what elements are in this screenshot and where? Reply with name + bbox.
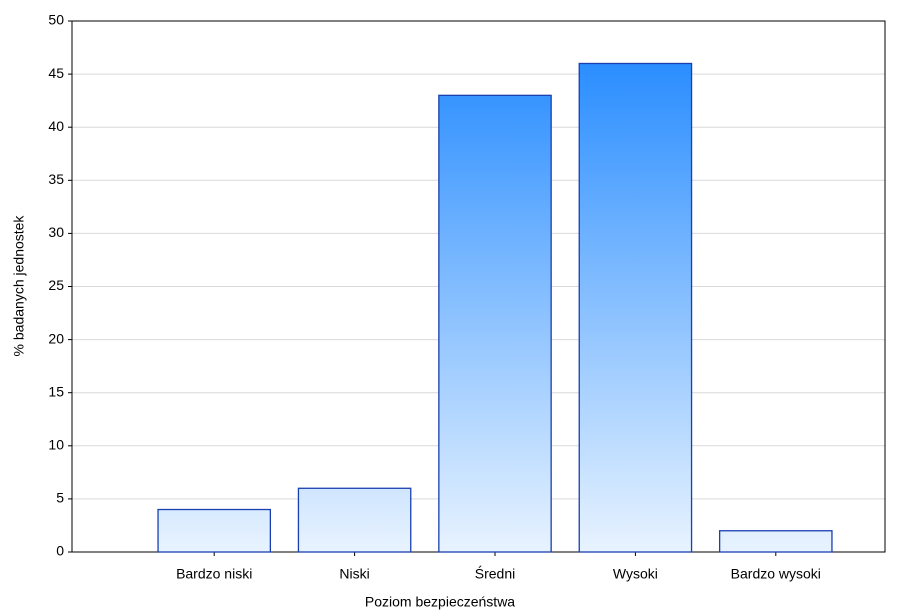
y-tick-label: 35 [48,171,64,187]
x-tick-label: Średni [475,565,515,582]
y-tick-label: 5 [56,490,64,506]
bar [438,94,552,553]
y-tick-label: 15 [48,383,64,399]
bar [297,487,412,553]
bar [718,530,833,553]
y-tick-label: 10 [48,437,64,453]
y-tick-label: 50 [48,12,64,28]
x-axis-title: Poziom bezpieczeństwa [365,594,515,610]
y-tick-label: 25 [48,277,64,293]
bar [578,62,693,553]
x-tick-label: Niski [339,566,369,582]
y-tick-label: 0 [56,543,64,559]
y-tick-label: 45 [48,65,64,81]
y-axis-title: % badanych jednostek [11,215,27,357]
x-tick-label: Bardzo wysoki [731,566,821,582]
x-tick-label: Bardzo niski [176,566,252,582]
y-tick-label: 20 [48,330,64,346]
x-tick-label: Wysoki [613,566,658,582]
bar [157,508,272,553]
y-tick-label: 30 [48,224,64,240]
y-tick-label: 40 [48,118,64,134]
